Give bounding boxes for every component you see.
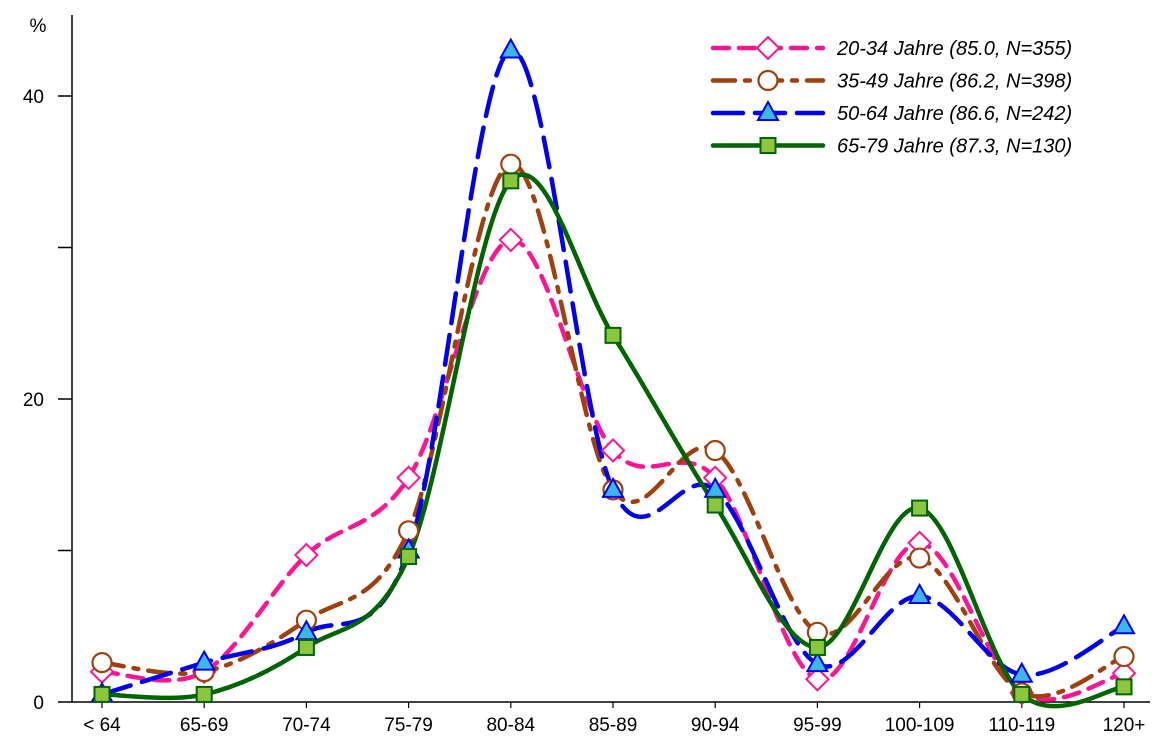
data-point-series-2 (500, 153, 522, 175)
data-point-series-2 (1113, 645, 1135, 668)
legend: 20-34 Jahre (85.0, N=355) 35-49 Jahre (86… (710, 35, 1072, 158)
data-point-series-1 (498, 227, 524, 253)
data-point-series-1 (804, 666, 830, 692)
data-point-series-4 (706, 496, 724, 514)
data-point-series-3 (499, 37, 523, 59)
x-tick-label: 120+ (1103, 715, 1146, 736)
data-point-series-2 (704, 439, 726, 462)
x-tick-label: 90-94 (691, 715, 740, 736)
series-markers (89, 37, 1137, 706)
data-point-series-1 (396, 465, 422, 491)
x-tick-label: 80-84 (486, 715, 535, 736)
data-point-series-4 (911, 499, 929, 517)
legend-marker-1 (755, 35, 781, 61)
x-tick-label: 75-79 (384, 715, 433, 736)
series-line-1 (99, 237, 1127, 702)
data-point-series-3 (192, 649, 216, 671)
data-point-series-4 (297, 638, 315, 656)
data-point-series-3 (1010, 661, 1034, 683)
data-point-series-4 (502, 172, 520, 190)
data-point-series-3 (907, 582, 932, 604)
legend-marker-3 (756, 99, 780, 121)
data-point-series-3 (601, 476, 625, 498)
data-point-series-3 (1112, 613, 1136, 635)
y-tick-label: 40 (23, 87, 44, 108)
data-point-series-4 (93, 685, 111, 703)
data-point-series-4 (604, 326, 622, 344)
data-point-series-4 (808, 638, 826, 656)
legend-marker-2 (757, 69, 779, 92)
legend-label-3: 50-64 Jahre (86.6, N=242) (837, 103, 1072, 125)
x-tick-label: 65-69 (180, 715, 229, 736)
x-tick-label: < 64 (83, 715, 121, 736)
y-axis-unit-label: % (30, 16, 47, 37)
x-tick-label: 100-109 (885, 715, 955, 736)
data-point-series-4 (1115, 678, 1133, 696)
x-tick-label: 95-99 (793, 715, 842, 736)
data-point-series-1 (293, 542, 319, 568)
y-tick-label: 20 (23, 390, 44, 411)
data-point-series-2 (91, 652, 113, 674)
legend-label-2: 35-49 Jahre (86.2, N=398) (837, 71, 1072, 93)
x-tick-label: 85-89 (589, 715, 638, 736)
x-tick-label: 70-74 (282, 715, 331, 736)
data-point-series-4 (195, 685, 213, 703)
legend-label-1: 20-34 Jahre (85.0, N=355) (836, 38, 1072, 60)
legend-marker-4 (759, 137, 777, 154)
legend-label-4: 65-79 Jahre (87.3, N=130) (837, 136, 1072, 158)
axes: % 0 20 40 < 64 65-69 70-74 75-79 80-84 85-89 90-94… (23, 15, 1150, 736)
data-point-series-2 (908, 547, 931, 569)
data-point-series-4 (400, 548, 418, 566)
y-tick-label: 0 (33, 693, 44, 714)
data-point-series-4 (1013, 685, 1031, 703)
data-point-series-3 (805, 651, 830, 673)
x-tick-label: 110-119 (988, 715, 1055, 736)
data-point-series-1 (600, 438, 626, 463)
